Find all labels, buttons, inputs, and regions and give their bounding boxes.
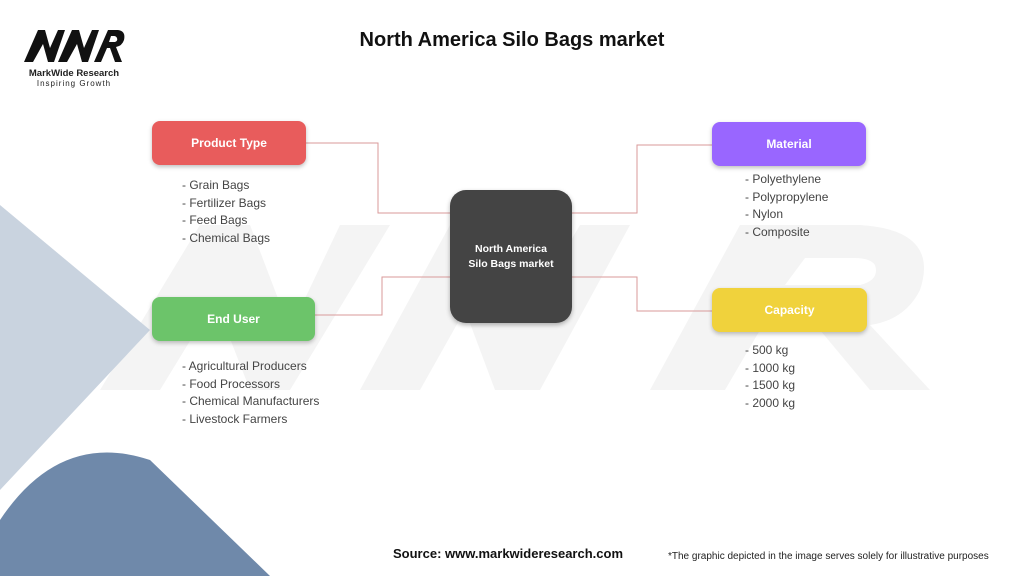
list-item: - Grain Bags: [182, 178, 250, 192]
list-item: - Polypropylene: [745, 189, 829, 204]
list-item: - Fertilizer Bags: [182, 195, 267, 210]
connectors: [306, 142, 712, 316]
product-type-list: - Grain Bags - Fertilizer Bags - Feed Bags…: [182, 177, 270, 247]
list-item: - Chemical Bags: [182, 230, 271, 245]
bg-triangle: [0, 205, 150, 490]
list-item: - Polyethylene: [745, 172, 822, 186]
category-end-user: End User: [152, 297, 315, 341]
category-material: Material: [712, 122, 866, 166]
list-item: - Chemical Manufacturers: [182, 394, 320, 408]
category-product-type: Product Type: [152, 121, 306, 165]
capacity-list: - 500 kg - 1000 kg - 1500 kg - 2000 kg: [745, 342, 795, 412]
list-item: - 1500 kg: [745, 378, 796, 392]
list-item: - 2000 kg: [745, 395, 796, 410]
end-user-list: - Agricultural Producers - Food Processor…: [182, 358, 319, 428]
list-item: - Nylon: [745, 207, 784, 221]
list-item: - Food Processors: [182, 376, 281, 391]
bg-wave: [0, 452, 270, 576]
disclaimer: *The graphic depicted in the image serve…: [668, 551, 989, 562]
center-node: North America Silo Bags market: [450, 190, 572, 323]
list-item: - Agricultural Producers: [182, 359, 307, 373]
logo-mark: [24, 30, 125, 62]
list-item: - Livestock Farmers: [182, 411, 288, 426]
list-item: - Composite: [745, 224, 810, 239]
material-list: - Polyethylene - Polypropylene - Nylon - Co…: [745, 171, 828, 241]
list-item: - 500 kg: [745, 343, 789, 357]
list-item: - 1000 kg: [745, 360, 796, 375]
logo: MarkWide Research Inspiring Growth: [22, 28, 126, 88]
source-text: Source: www.markwideresearch.com: [393, 546, 624, 561]
page-title: North America Silo Bags market: [359, 29, 665, 51]
category-capacity: Capacity: [712, 288, 867, 332]
list-item: - Feed Bags: [182, 213, 248, 227]
